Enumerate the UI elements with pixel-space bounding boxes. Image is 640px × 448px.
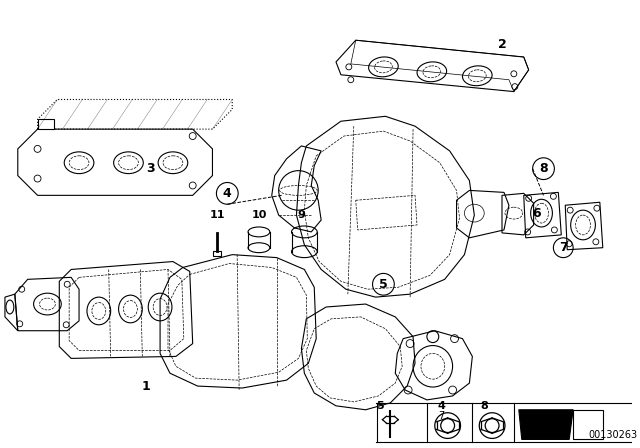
Text: 1: 1: [142, 379, 150, 392]
Polygon shape: [38, 119, 54, 129]
Text: 5: 5: [376, 401, 384, 411]
Text: 11: 11: [210, 210, 225, 220]
Text: 7: 7: [438, 411, 444, 421]
Text: 3: 3: [146, 162, 154, 175]
Text: 00130263: 00130263: [588, 431, 637, 440]
Bar: [214, 251, 221, 256]
Text: 2: 2: [498, 38, 506, 51]
Text: 4: 4: [438, 401, 445, 411]
Text: 9: 9: [298, 210, 305, 220]
Text: 10: 10: [252, 210, 267, 220]
Text: 6: 6: [532, 207, 541, 220]
Text: 8: 8: [481, 401, 488, 411]
Text: 4: 4: [223, 187, 232, 200]
Text: 8: 8: [539, 162, 548, 175]
Text: 7: 7: [559, 241, 568, 254]
Polygon shape: [519, 410, 573, 439]
Text: 5: 5: [379, 278, 388, 291]
